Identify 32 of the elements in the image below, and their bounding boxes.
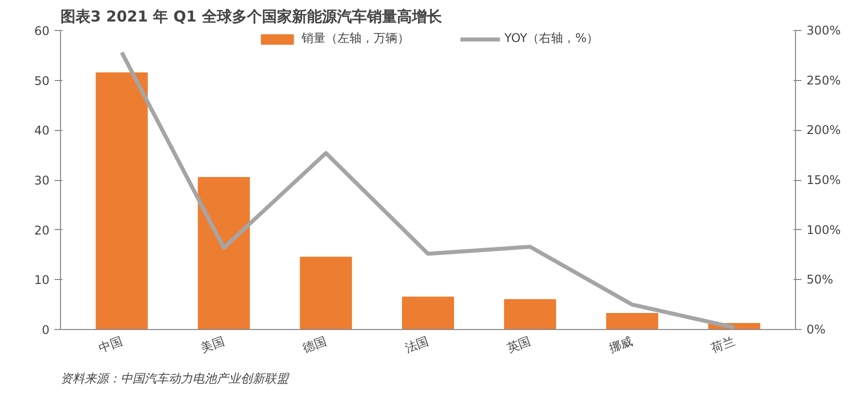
x-tick-label: 法国 [403,334,430,356]
bar [606,313,658,330]
y-tick-label: 50 [34,74,50,88]
bar [300,256,352,330]
y2-tick-label: 0% [806,322,826,336]
y2-tick-label: 150% [806,173,841,187]
text: 资料来源：中国汽车动力电池产业创新联盟 [60,372,290,386]
y-tick-label: 10 [34,273,50,288]
line-series [120,50,736,330]
y2-tick-label: 100% [806,222,841,237]
bar [504,299,556,330]
x-tick-label: 挪威 [607,334,635,356]
y2-tick-label: 300% [806,24,841,38]
bar [96,72,148,330]
y2-tick-label: 50% [806,272,834,287]
y-tick-label: 20 [34,223,50,238]
y-tick-label: 30 [34,174,50,188]
legend-label: YOY（右轴，%） [504,30,599,47]
y-tick-label: 60 [34,24,50,38]
chart-title: 图表3 2021 年 Q1 全球多个国家新能源汽车销量高增长 [60,8,443,26]
y2-tick-label: 200% [806,123,841,138]
bar [402,296,454,330]
y-tick-label: 40 [34,124,50,138]
x-tick-label: 德国 [300,334,328,356]
y2-tick-label: 250% [806,73,841,88]
x-tick-label: 英国 [505,334,532,356]
x-tick-label: 中国 [96,334,124,356]
y-tick-label: 0 [42,323,50,337]
x-tick-label: 美国 [198,334,226,356]
legend-label: 销量（左轴，万辆） [301,30,410,47]
bar [198,177,250,330]
x-tick-label: 荷兰 [709,334,737,356]
